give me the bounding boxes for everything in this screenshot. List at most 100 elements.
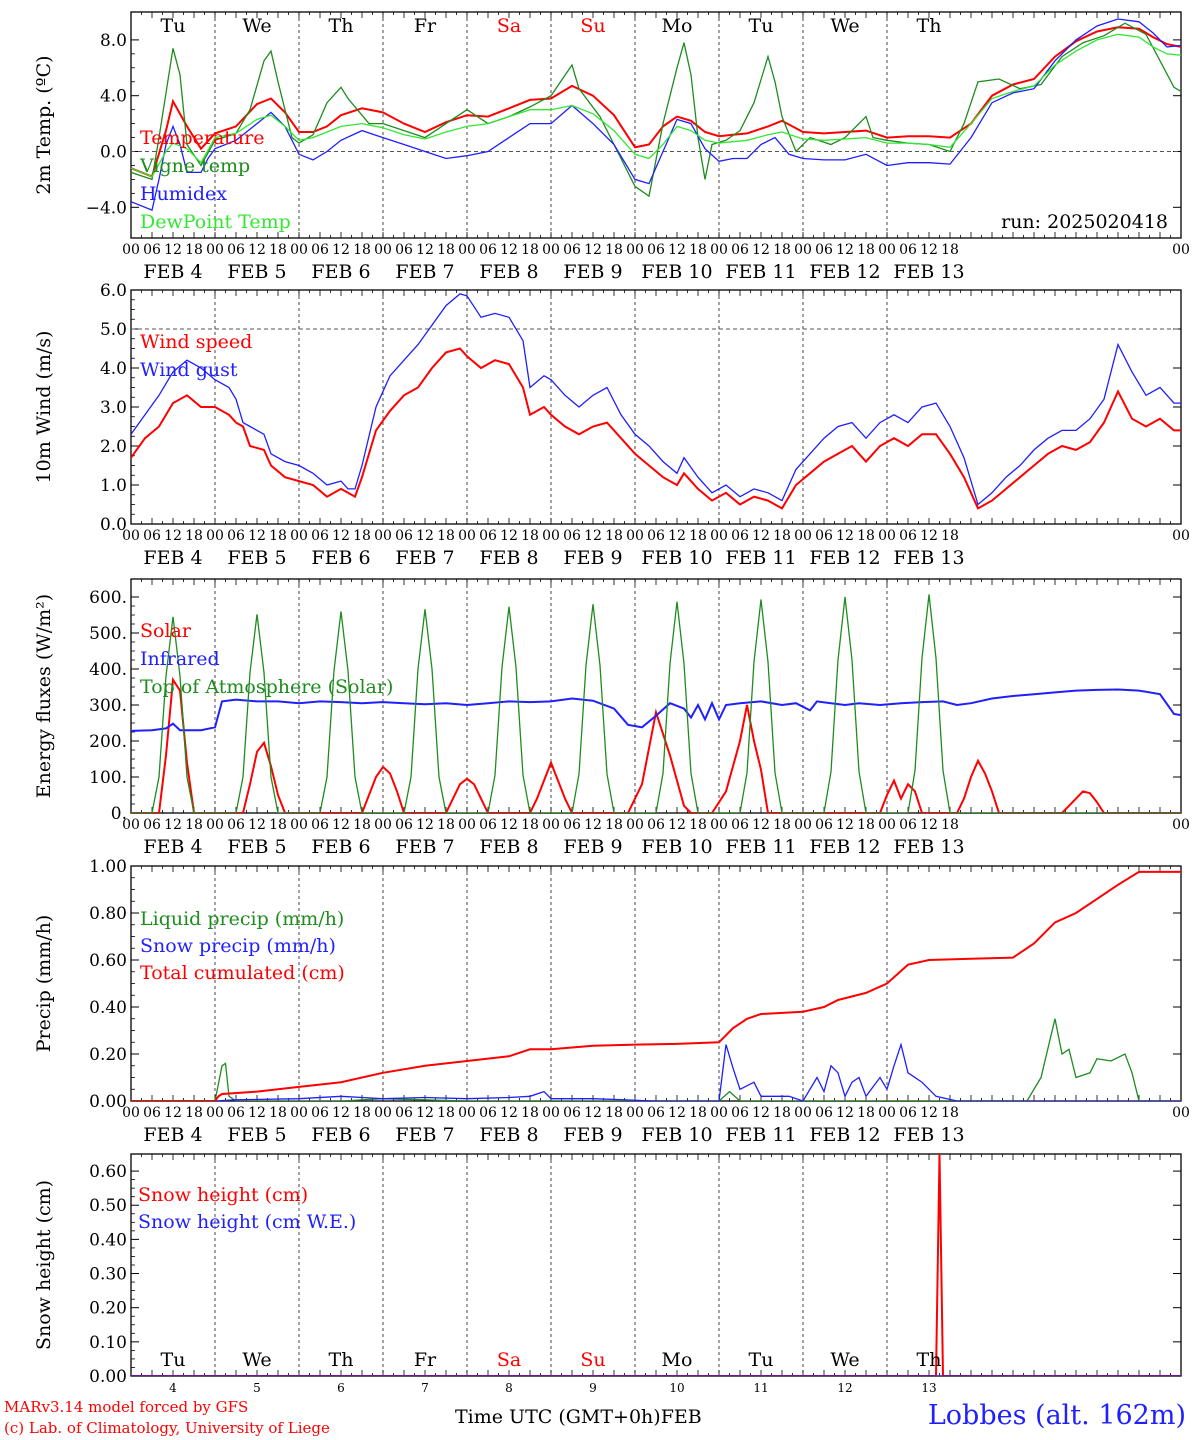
hour-tick-label: 06 xyxy=(563,528,581,544)
panel-2: 0.0 1.0 2.0 3.0 4.0 5.0 6.0 10m Wind (m/s) Wind … xyxy=(33,281,1190,569)
date-label: FEB 8 xyxy=(479,836,538,858)
date-label: FEB 4 xyxy=(143,261,202,283)
hour-tick-label: 18 xyxy=(605,242,623,258)
hour-tick-label: 06 xyxy=(395,817,413,833)
series-line-wind-speed xyxy=(131,347,1181,510)
hour-tick-label: 00 xyxy=(458,242,476,258)
y-axis-label: Precip (mm/h) xyxy=(33,915,55,1053)
legend-entry: Top of Atmosphere (Solar) xyxy=(140,676,393,698)
hour-tick-label: 18 xyxy=(185,817,203,833)
hour-tick-label: 18 xyxy=(773,528,791,544)
hour-tick-label: 00 xyxy=(458,817,476,833)
series-line-vigne-temp xyxy=(131,22,1181,198)
date-label: FEB 12 xyxy=(809,836,880,858)
date-label: FEB 6 xyxy=(311,836,370,858)
hour-tick-label: 12 xyxy=(332,817,350,833)
legend-entry: Vigne temp xyxy=(139,155,250,177)
day-number-label: 10 xyxy=(669,1381,684,1395)
date-label: FEB 9 xyxy=(563,836,622,858)
date-label: FEB 13 xyxy=(893,836,964,858)
date-label: FEB 4 xyxy=(143,836,202,858)
hour-tick-label: 00 xyxy=(290,528,308,544)
hour-tick-label: 06 xyxy=(311,817,329,833)
hour-tick-label: 00 xyxy=(122,528,140,544)
hour-tick-label: 00 xyxy=(794,242,812,258)
hour-tick-label: 12 xyxy=(752,242,770,258)
y-tick-label: 1.0 xyxy=(100,476,127,496)
y-tick-label: 0.50 xyxy=(89,1196,127,1216)
hour-tick-label: 06 xyxy=(731,528,749,544)
series-line-solar xyxy=(131,676,1181,813)
hour-tick-label: 00 xyxy=(542,242,560,258)
hour-tick-label: 12 xyxy=(248,817,266,833)
hour-tick-label: 00 xyxy=(626,1105,644,1121)
legend-entry: Humidex xyxy=(140,183,227,205)
hour-tick-label: 06 xyxy=(731,242,749,258)
hour-tick-label: 00 xyxy=(458,528,476,544)
hour-tick-label: 12 xyxy=(416,242,434,258)
hour-tick-label: 00 xyxy=(1172,1105,1190,1121)
panel-1: −4.0 0.0 4.0 8.0 2m Temp. (ºC) Temperature Vig… xyxy=(33,11,1190,283)
plot-frame xyxy=(130,289,1182,525)
y-tick-label: 500. xyxy=(89,624,127,644)
day-number-label: 4 xyxy=(169,1381,177,1395)
hour-tick-label: 18 xyxy=(353,242,371,258)
weekday-label: We xyxy=(242,1349,271,1371)
time-unit-label: Time UTC (GMT+0h) xyxy=(455,1406,661,1428)
y-tick-label: 4.0 xyxy=(100,359,127,379)
weekday-label: Th xyxy=(329,1349,354,1371)
date-label: FEB 5 xyxy=(227,261,286,283)
y-tick-label: 5.0 xyxy=(100,320,127,340)
y-tick-label: 0.80 xyxy=(89,904,127,924)
hour-tick-marks xyxy=(130,866,1182,1101)
hour-tick-label: 12 xyxy=(584,1105,602,1121)
hour-tick-label: 18 xyxy=(185,528,203,544)
hour-tick-label: 12 xyxy=(164,242,182,258)
hour-tick-label: 06 xyxy=(647,1105,665,1121)
legend-entry: Temperature xyxy=(140,127,264,149)
day-number-label: 5 xyxy=(253,1381,261,1395)
hour-tick-label: 00 xyxy=(710,1105,728,1121)
hour-tick-label: 06 xyxy=(227,242,245,258)
y-tick-label: 6.0 xyxy=(100,281,127,301)
hour-tick-label: 00 xyxy=(122,1105,140,1121)
hour-tick-label: 12 xyxy=(584,242,602,258)
series-line-temperature xyxy=(131,26,1181,178)
date-label: FEB 10 xyxy=(641,547,712,569)
date-label: FEB 9 xyxy=(563,1124,622,1146)
y-tick-label: 4.0 xyxy=(100,87,127,107)
panel-3: 0. 100. 200. 300. 400. 500. 600. Energy fluxes … xyxy=(33,578,1190,858)
y-tick-label: 1.00 xyxy=(89,857,127,877)
hour-tick-label: 18 xyxy=(773,1105,791,1121)
hour-tick-label: 06 xyxy=(899,1105,917,1121)
hour-tick-label: 12 xyxy=(164,1105,182,1121)
day-number-label: 11 xyxy=(753,1381,768,1395)
hour-tick-label: 12 xyxy=(920,528,938,544)
hour-tick-label: 06 xyxy=(143,817,161,833)
date-label: FEB 11 xyxy=(725,836,796,858)
weekday-label: Tu xyxy=(749,15,774,37)
hour-tick-label: 00 xyxy=(206,528,224,544)
weekday-label: Mo xyxy=(662,15,693,37)
hour-tick-label: 06 xyxy=(815,817,833,833)
hour-tick-label: 06 xyxy=(143,1105,161,1121)
hour-tick-label: 06 xyxy=(731,1105,749,1121)
hour-tick-label: 00 xyxy=(794,817,812,833)
weekday-label: We xyxy=(242,15,271,37)
hour-tick-label: 00 xyxy=(542,817,560,833)
y-tick-label: 0. xyxy=(111,804,127,824)
hour-tick-label: 06 xyxy=(899,817,917,833)
hour-tick-label: 12 xyxy=(752,817,770,833)
hour-tick-label: 00 xyxy=(1172,528,1190,544)
y-tick-label: 0.40 xyxy=(89,998,127,1018)
hour-tick-label: 18 xyxy=(521,528,539,544)
weekday-label: Su xyxy=(580,15,605,37)
time-axis-label: Time UTC (GMT+0h)FEB xyxy=(455,1406,702,1428)
hour-tick-label: 00 xyxy=(290,242,308,258)
weekday-label: Mo xyxy=(662,1349,693,1371)
date-label: FEB 6 xyxy=(311,1124,370,1146)
hour-tick-label: 00 xyxy=(206,1105,224,1121)
hour-tick-label: 18 xyxy=(941,528,959,544)
date-label: FEB 13 xyxy=(893,1124,964,1146)
hour-tick-label: 00 xyxy=(374,817,392,833)
